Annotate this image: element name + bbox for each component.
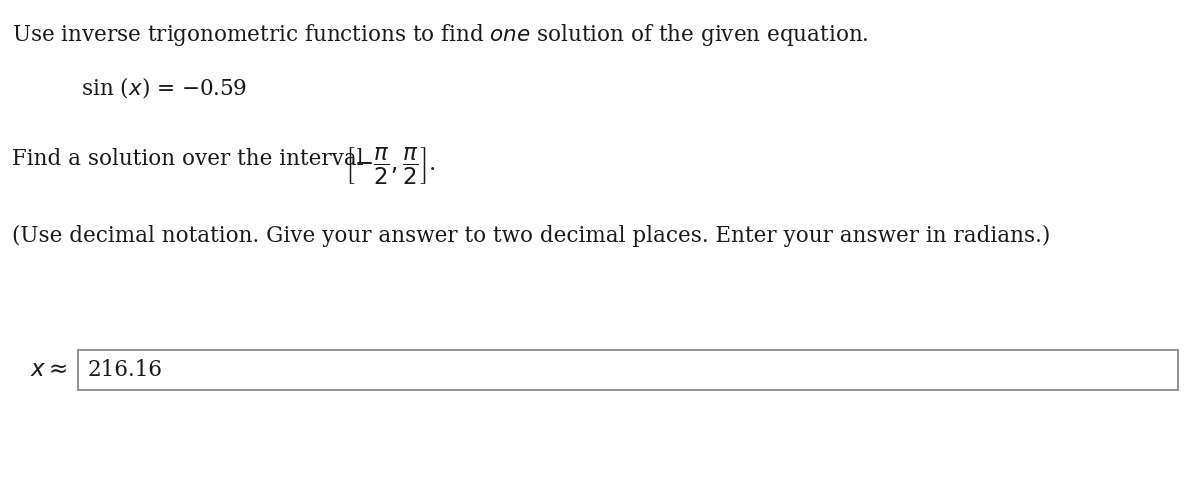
Text: $\left[-\dfrac{\pi}{2},\dfrac{\pi}{2}\right]$.: $\left[-\dfrac{\pi}{2},\dfrac{\pi}{2}\ri… — [346, 146, 436, 187]
FancyBboxPatch shape — [78, 350, 1178, 390]
Text: sin ($x$) = $-$0.59: sin ($x$) = $-$0.59 — [54, 75, 247, 100]
Text: (Use decimal notation. Give your answer to two decimal places. Enter your answer: (Use decimal notation. Give your answer … — [12, 225, 1050, 247]
Text: Use inverse trigonometric functions to find $\it{one}$ solution of the given equ: Use inverse trigonometric functions to f… — [12, 22, 869, 48]
Text: Find a solution over the interval: Find a solution over the interval — [12, 148, 371, 170]
Text: $x \approx$: $x \approx$ — [30, 359, 67, 381]
Text: 216.16: 216.16 — [88, 359, 163, 381]
